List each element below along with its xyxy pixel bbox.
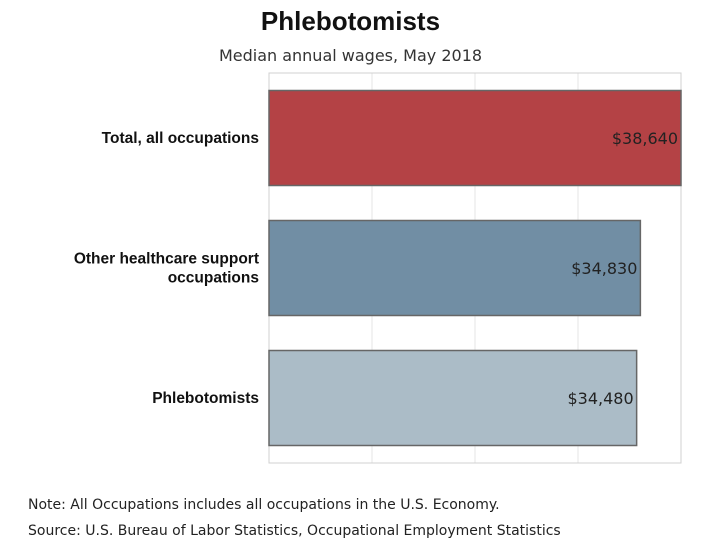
- bar-chart: $38,640 $34,830 $34,480 Total, all occupat…: [74, 72, 682, 464]
- bars: $38,640 $34,830 $34,480: [268, 89, 682, 447]
- category-label-line: Phlebotomists: [152, 390, 259, 407]
- category-label: Total, all occupations: [102, 130, 259, 147]
- chart-title: Phlebotomists: [260, 6, 441, 36]
- category-label: Other healthcare support occupations: [74, 251, 259, 287]
- category-labels: Total, all occupations Other healthcare s…: [74, 130, 259, 407]
- category-label-line: Other healthcare support: [74, 251, 259, 268]
- bar: [268, 89, 682, 187]
- bar: [268, 219, 642, 317]
- source-text: Source: U.S. Bureau of Labor Statistics,…: [28, 523, 561, 539]
- category-label-line: occupations: [168, 270, 259, 287]
- category-label-line: Total, all occupations: [102, 130, 259, 147]
- category-label: Phlebotomists: [152, 390, 259, 407]
- data-label: $34,830: [571, 259, 637, 278]
- note-text: Note: All Occupations includes all occup…: [28, 497, 500, 513]
- chart-subtitle: Median annual wages, May 2018: [218, 46, 483, 65]
- data-label: $34,480: [567, 389, 633, 408]
- bar: [268, 349, 638, 447]
- data-label: $38,640: [612, 129, 678, 148]
